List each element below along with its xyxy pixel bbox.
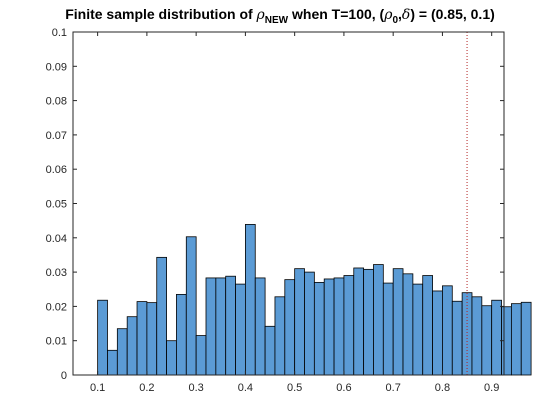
histogram-bar	[116, 328, 128, 376]
y-tick-label: 0.1	[52, 27, 67, 39]
histogram-bar	[412, 283, 424, 376]
title-subscript-zero: 0	[392, 15, 398, 26]
histogram-bar	[451, 300, 463, 376]
y-tick-label: 0.03	[46, 267, 67, 279]
histogram-bar	[274, 296, 286, 376]
x-tick-label: 0.9	[484, 382, 499, 394]
histogram-bar	[442, 285, 453, 376]
y-tick-label: 0.05	[46, 199, 67, 211]
histogram-bar	[284, 279, 296, 376]
x-tick-label: 0.1	[90, 382, 105, 394]
histogram-bar	[491, 299, 502, 376]
histogram-bar	[520, 301, 532, 376]
histogram-bar	[235, 283, 246, 376]
plot-frame	[72, 31, 505, 376]
histogram-bar	[481, 305, 493, 376]
x-tick-label: 0.2	[139, 382, 154, 394]
histogram-bar	[510, 303, 522, 376]
x-tick-label: 0.3	[188, 382, 203, 394]
y-tick-label: 0.04	[46, 233, 67, 245]
histogram-bar	[471, 296, 483, 376]
y-axis: 0 0.01 0.02 0.03 0.04 0.05 0.06 0.07 0.08 0.09 0.1	[46, 27, 504, 382]
histogram-bar	[392, 268, 404, 376]
x-tick-label: 0.7	[386, 382, 401, 394]
chart-title: Finite sample distribution of ρNEW when …	[65, 6, 495, 26]
x-tick-label: 0.8	[435, 382, 450, 394]
histogram-bar	[313, 281, 325, 376]
y-tick-label: 0.06	[46, 164, 67, 176]
histogram-bar	[205, 277, 217, 376]
histogram-bar	[107, 349, 118, 376]
y-tick-label: 0.07	[46, 130, 67, 142]
y-tick-label: 0	[61, 370, 67, 382]
histogram-bar	[225, 275, 236, 376]
histogram-bar	[382, 282, 394, 376]
y-tick-label: 0.01	[46, 336, 67, 348]
histogram-bar	[353, 267, 365, 376]
histogram-bar	[126, 316, 138, 376]
y-tick-label: 0.08	[46, 96, 67, 108]
title-prefix: Finite sample distribution of	[65, 6, 256, 22]
title-comma: ,	[398, 6, 402, 22]
title-symbol-delta: δ	[402, 7, 410, 23]
x-tick-label: 0.6	[336, 382, 351, 394]
x-tick-label: 0.4	[238, 382, 253, 394]
histogram-bar	[215, 277, 227, 376]
title-symbol-rho0: ρ	[383, 7, 393, 23]
histogram-bar	[195, 335, 207, 376]
title-middle: when T=100, (	[288, 6, 384, 22]
y-tick-label: 0.09	[46, 61, 67, 73]
histogram-bar	[156, 256, 167, 376]
histogram-bar	[244, 224, 256, 376]
y-tick-label: 0.02	[46, 301, 67, 313]
title-symbol-rho: ρ	[256, 7, 266, 23]
histogram-bar	[432, 290, 443, 376]
histogram-bar	[333, 277, 345, 376]
histogram-bar	[166, 340, 177, 376]
histogram-bar	[402, 273, 414, 376]
title-subscript-new: NEW	[265, 15, 289, 26]
histogram-bar	[264, 325, 276, 376]
histogram-bars	[97, 224, 532, 376]
x-tick-label: 0.5	[287, 382, 302, 394]
histogram-bar	[176, 293, 187, 376]
histogram-bar	[422, 275, 433, 376]
histogram-bar	[136, 301, 148, 376]
histogram-bar	[363, 268, 374, 376]
x-axis: 0.1 0.2 0.3 0.4 0.5 0.6 0.7 0.8 0.9	[90, 32, 499, 394]
histogram-bar	[373, 264, 384, 376]
histogram-bar	[254, 277, 266, 376]
histogram-bar	[185, 236, 197, 376]
histogram-bar	[146, 302, 158, 376]
histogram-bar	[323, 278, 335, 376]
histogram-bar	[294, 268, 305, 376]
histogram-bar	[304, 271, 315, 376]
histogram-bar	[343, 275, 355, 376]
histogram-bar	[97, 299, 108, 376]
title-suffix: ) = (0.85, 0.1)	[410, 6, 494, 22]
